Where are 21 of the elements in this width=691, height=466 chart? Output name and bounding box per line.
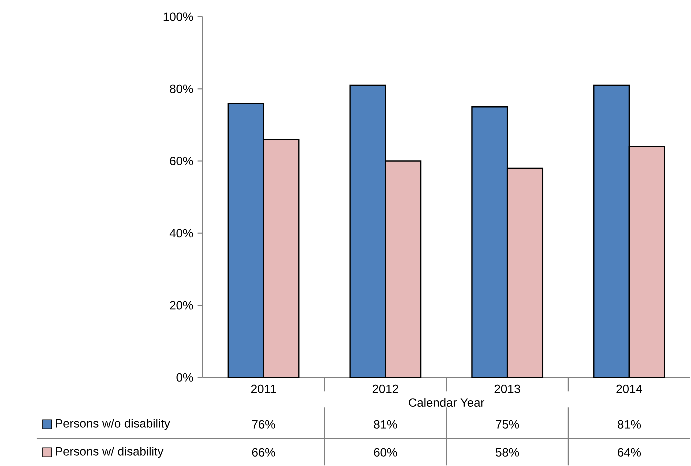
x-tick-label: 2012 <box>372 384 398 394</box>
y-tick-label: 20% <box>170 301 194 310</box>
data-label: 66% <box>252 448 276 457</box>
data-label: 76% <box>252 420 276 429</box>
data-label: 75% <box>496 420 520 429</box>
data-label: 64% <box>618 448 642 457</box>
data-label: 58% <box>496 448 520 457</box>
legend-label: Persons w/o disability <box>56 418 170 430</box>
data-label: 60% <box>374 448 398 457</box>
y-tick-label: 0% <box>176 373 194 382</box>
data-label: 81% <box>618 420 642 429</box>
y-tick-label: 100% <box>164 12 194 22</box>
x-tick-label: 2011 <box>251 384 276 394</box>
x-tick-label: 2014 <box>616 384 642 394</box>
legend-label: Persons w/ disability <box>56 446 164 458</box>
data-label: 81% <box>374 420 398 429</box>
y-tick-label: 60% <box>170 156 194 166</box>
x-axis-title: Calendar Year <box>409 398 485 407</box>
y-tick-label: 40% <box>170 229 194 238</box>
x-tick-label: 2013 <box>494 384 520 394</box>
y-tick-label: 80% <box>170 84 194 94</box>
